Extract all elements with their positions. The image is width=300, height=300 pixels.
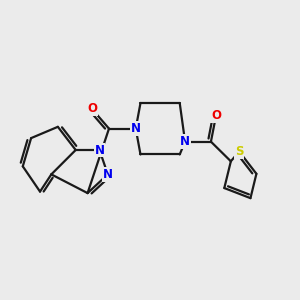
Text: N: N bbox=[180, 135, 190, 148]
Text: N: N bbox=[94, 143, 104, 157]
Text: N: N bbox=[131, 122, 141, 135]
Text: O: O bbox=[87, 103, 97, 116]
Text: O: O bbox=[211, 109, 221, 122]
Text: S: S bbox=[235, 145, 243, 158]
Text: N: N bbox=[103, 168, 113, 181]
